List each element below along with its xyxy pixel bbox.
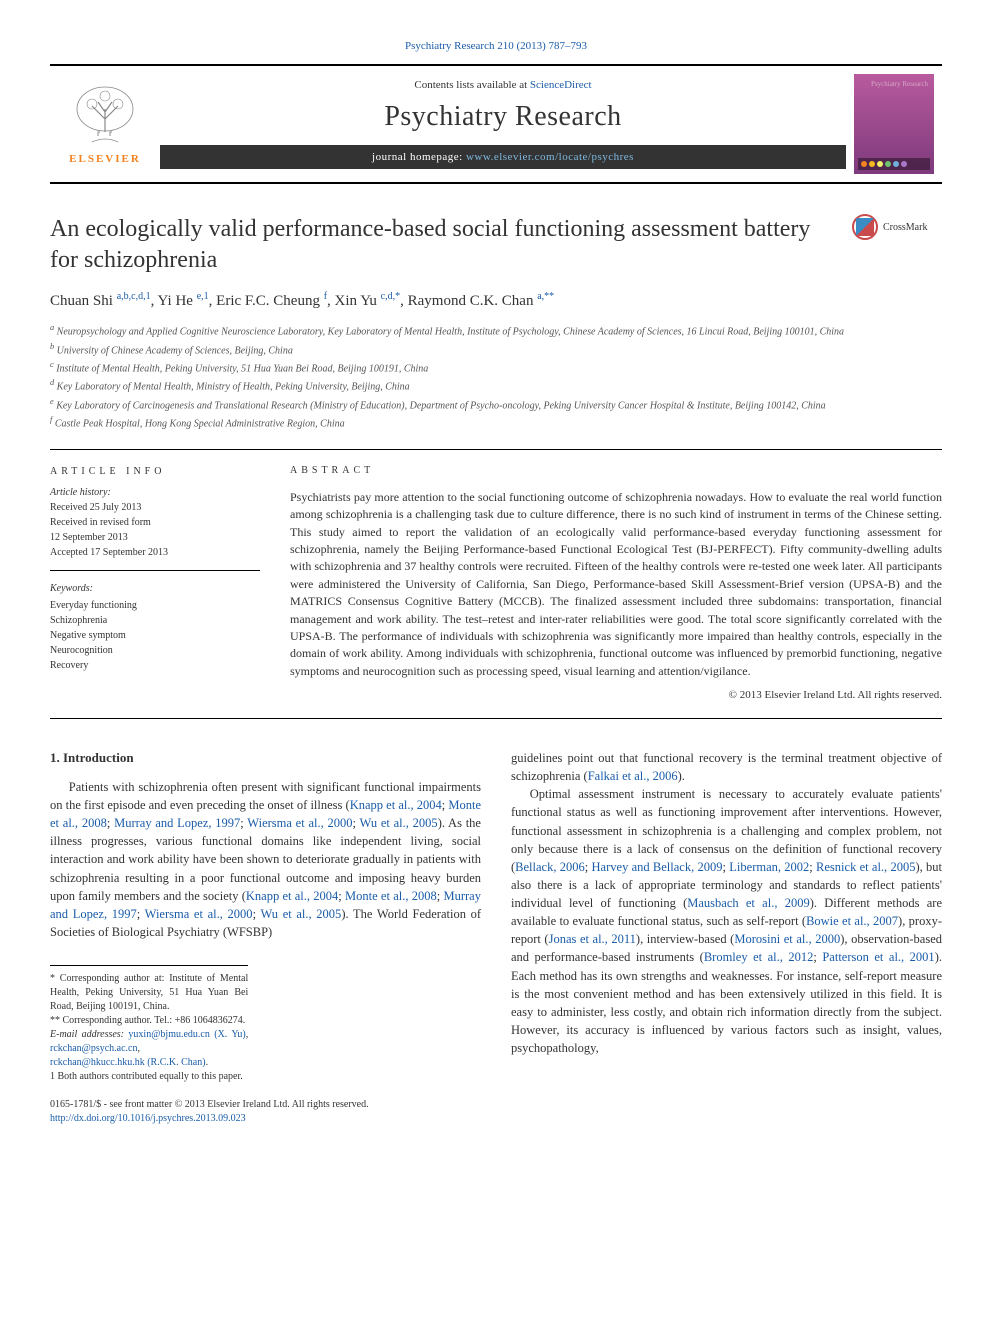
body-column-left: 1. Introduction Patients with schizophre… [50, 749, 481, 1126]
homepage-bar: journal homepage: www.elsevier.com/locat… [160, 145, 846, 169]
affiliation-line: a Neuropsychology and Applied Cognitive … [50, 322, 942, 339]
elsevier-tree-icon [70, 84, 140, 149]
history-line: Received 25 July 2013 [50, 500, 260, 515]
body-paragraph: Optimal assessment instrument is necessa… [511, 785, 942, 1057]
article-info-sidebar: article info Article history: Received 2… [50, 464, 260, 704]
abstract-copyright: © 2013 Elsevier Ireland Ltd. All rights … [290, 688, 942, 704]
section-heading-intro: 1. Introduction [50, 749, 481, 768]
history-line: Accepted 17 September 2013 [50, 545, 260, 560]
affiliation-line: c Institute of Mental Health, Peking Uni… [50, 359, 942, 376]
doi-link[interactable]: http://dx.doi.org/10.1016/j.psychres.201… [50, 1113, 246, 1124]
keyword-line: Negative symptom [50, 628, 260, 643]
affiliation-line: b University of Chinese Academy of Scien… [50, 341, 942, 358]
abstract-heading: abstract [290, 464, 942, 479]
front-matter-line: 0165-1781/$ - see front matter © 2013 El… [50, 1098, 481, 1126]
affiliation-line: e Key Laboratory of Carcinogenesis and T… [50, 396, 942, 413]
keyword-line: Schizophrenia [50, 613, 260, 628]
crossmark-badge[interactable]: CrossMark [852, 214, 942, 240]
journal-homepage-link[interactable]: www.elsevier.com/locate/psychres [466, 151, 634, 163]
affiliation-line: f Castle Peak Hospital, Hong Kong Specia… [50, 414, 942, 431]
body-paragraph: Patients with schizophrenia often presen… [50, 778, 481, 941]
email-link[interactable]: rckchan@psych.ac.cn [50, 1043, 138, 1054]
journal-issue-link[interactable]: Psychiatry Research 210 (2013) 787–793 [50, 40, 942, 52]
crossmark-icon [852, 214, 878, 240]
article-title: An ecologically valid performance-based … [50, 214, 832, 276]
author-list: Chuan Shi a,b,c,d,1, Yi He e,1, Eric F.C… [50, 290, 942, 312]
publisher-logo: ELSEVIER [50, 66, 160, 182]
affiliations: a Neuropsychology and Applied Cognitive … [50, 322, 942, 431]
footnotes: * Corresponding author at: Institute of … [50, 965, 248, 1084]
article-info-heading: article info [50, 464, 260, 479]
keyword-line: Neurocognition [50, 643, 260, 658]
body-paragraph: guidelines point out that functional rec… [511, 749, 942, 785]
journal-name: Psychiatry Research [384, 101, 621, 133]
email-link[interactable]: rckchan@hkucc.hku.hk (R.C.K. Chan) [50, 1057, 206, 1068]
sciencedirect-link[interactable]: ScienceDirect [530, 79, 592, 91]
email-link[interactable]: yuxin@bjmu.edu.cn (X. Yu) [128, 1029, 245, 1040]
affiliation-line: d Key Laboratory of Mental Health, Minis… [50, 377, 942, 394]
keyword-line: Everyday functioning [50, 598, 260, 613]
contents-available-line: Contents lists available at ScienceDirec… [414, 79, 591, 91]
cover-dots [858, 158, 930, 170]
history-line: 12 September 2013 [50, 530, 260, 545]
body-column-right: guidelines point out that functional rec… [511, 749, 942, 1126]
history-line: Received in revised form [50, 515, 260, 530]
journal-cover-thumbnail: Psychiatry Research [854, 74, 934, 174]
publisher-name: ELSEVIER [69, 153, 141, 165]
abstract: abstract Psychiatrists pay more attentio… [290, 464, 942, 704]
keyword-line: Recovery [50, 658, 260, 673]
abstract-text: Psychiatrists pay more attention to the … [290, 489, 942, 680]
journal-header: ELSEVIER Contents lists available at Sci… [50, 64, 942, 184]
